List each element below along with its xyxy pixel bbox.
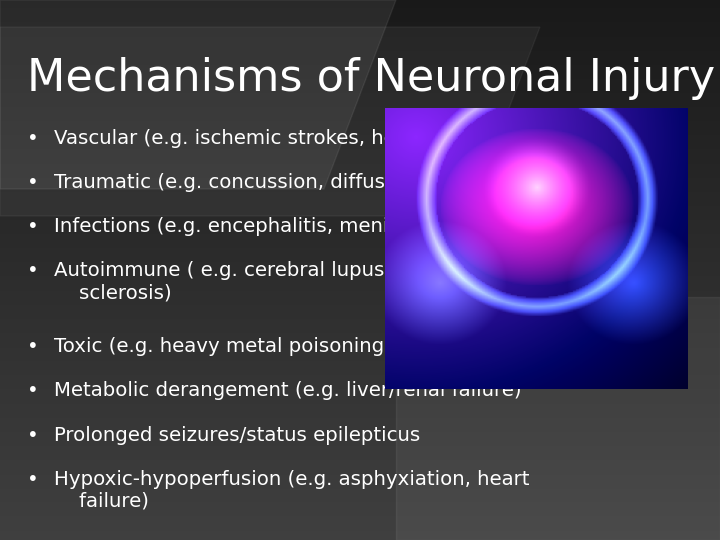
Text: •: • xyxy=(27,261,39,280)
Text: Hypoxic-hypoperfusion (e.g. asphyxiation, heart
    failure): Hypoxic-hypoperfusion (e.g. asphyxiation… xyxy=(54,470,529,511)
Text: •: • xyxy=(27,381,39,400)
Text: Metabolic derangement (e.g. liver/renal failure): Metabolic derangement (e.g. liver/renal … xyxy=(54,381,521,400)
Polygon shape xyxy=(396,297,720,540)
Text: Infections (e.g. encephalitis, meningitis, abscess): Infections (e.g. encephalitis, meningiti… xyxy=(54,217,541,236)
Text: •: • xyxy=(27,337,39,356)
Text: Traumatic (e.g. concussion, diffuse axonal injury): Traumatic (e.g. concussion, diffuse axon… xyxy=(54,173,538,192)
Text: Toxic (e.g. heavy metal poisoning): Toxic (e.g. heavy metal poisoning) xyxy=(54,337,392,356)
Text: Autoimmune ( e.g. cerebral lupus, multiple
    sclerosis): Autoimmune ( e.g. cerebral lupus, multip… xyxy=(54,261,477,302)
Text: •: • xyxy=(27,426,39,444)
Text: •: • xyxy=(27,470,39,489)
Text: •: • xyxy=(27,173,39,192)
Text: Prolonged seizures/status epilepticus: Prolonged seizures/status epilepticus xyxy=(54,426,420,444)
Text: Vascular (e.g. ischemic strokes, hemorrhages): Vascular (e.g. ischemic strokes, hemorrh… xyxy=(54,129,510,147)
Polygon shape xyxy=(0,0,396,189)
Text: •: • xyxy=(27,129,39,147)
Text: Mechanisms of Neuronal Injury: Mechanisms of Neuronal Injury xyxy=(27,57,716,100)
Polygon shape xyxy=(0,27,540,216)
Text: •: • xyxy=(27,217,39,236)
